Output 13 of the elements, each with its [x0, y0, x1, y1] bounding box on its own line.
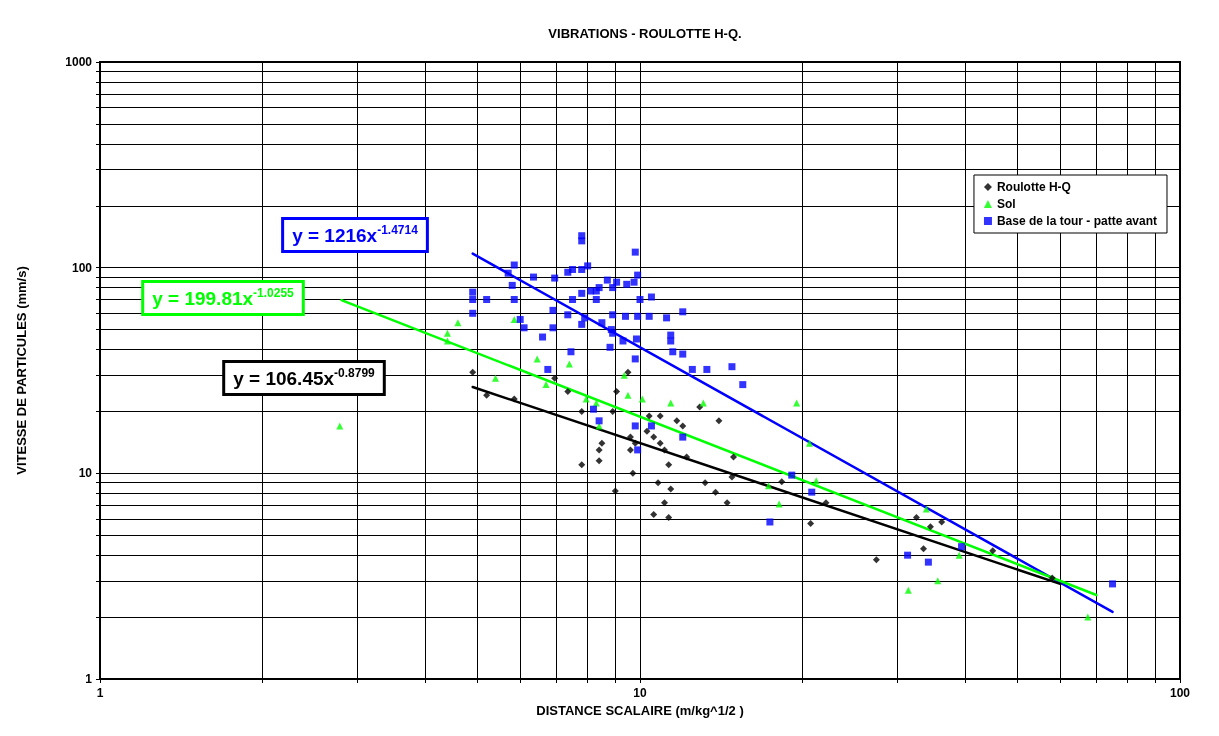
legend-label: Sol: [996, 197, 1016, 211]
y-tick-label: 10: [78, 466, 93, 481]
y-tick-label: 1000: [65, 55, 93, 69]
legend-label: Base de la tour - patte avant: [996, 214, 1157, 228]
x-tick-label: 1: [96, 686, 104, 700]
chart-title: VIBRATIONS - ROULOTTE H-Q.: [548, 26, 742, 41]
y-axis-title: VITESSE DE PARTICULES (mm/s): [14, 266, 29, 475]
x-tick-label: 100: [1169, 686, 1191, 700]
y-tick-label: 1: [85, 672, 93, 686]
y-tick-label: 100: [71, 260, 93, 275]
x-tick-label: 10: [633, 686, 647, 700]
x-axis-title: DISTANCE SCALAIRE (m/kg^1/2 ): [536, 702, 744, 718]
legend-label: Roulotte H-Q: [996, 180, 1071, 194]
